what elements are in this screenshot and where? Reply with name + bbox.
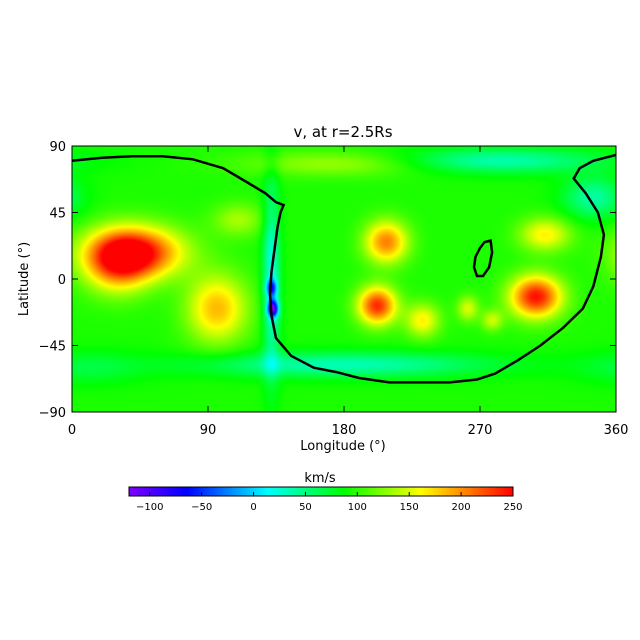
- y-tick-label: 90: [49, 140, 66, 155]
- colorbar-tick-label: 150: [400, 502, 419, 513]
- colorbar-tick-label: 100: [348, 502, 367, 513]
- map-panel: 0 90 180 270 360 90 45 0 −45 −90: [39, 140, 629, 438]
- colorbar-gradient: [129, 487, 513, 496]
- colorbar-tick-label: −100: [136, 502, 163, 513]
- y-tick-label: 0: [58, 273, 66, 288]
- y-tick-label: −90: [39, 406, 66, 421]
- x-tick-label: 180: [332, 423, 357, 438]
- colorbar-tick-label: 250: [503, 502, 522, 513]
- x-tick-label: 90: [200, 423, 217, 438]
- x-tick-label: 0: [68, 423, 76, 438]
- x-axis: 0 90 180 270 360: [68, 146, 629, 438]
- x-tick-label: 360: [604, 423, 629, 438]
- colorbar: km/s −100 −50 0 50 100 150 200 250: [128, 471, 523, 513]
- x-tick-label: 270: [468, 423, 493, 438]
- colorbar-label: km/s: [304, 471, 336, 486]
- colorbar-ticks: −100 −50 0 50 100 150 200 250: [136, 492, 523, 513]
- colorbar-tick-label: 50: [299, 502, 312, 513]
- colorbar-tick-label: −50: [191, 502, 212, 513]
- colorbar-tick-label: 0: [250, 502, 256, 513]
- y-tick-label: −45: [39, 340, 66, 355]
- neutral-line-group: [71, 153, 617, 384]
- chart-title: v, at r=2.5Rs: [293, 123, 392, 141]
- y-axis: 90 45 0 −45 −90: [39, 140, 616, 421]
- neutral-line-island: [472, 239, 494, 278]
- colorbar-tick-label: 200: [452, 502, 471, 513]
- velocity-heatmap: [72, 146, 616, 412]
- x-axis-label: Longitude (°): [300, 439, 385, 454]
- neutral-line: [71, 153, 617, 384]
- y-tick-label: 45: [49, 207, 66, 222]
- colorbar-frame: [128, 486, 514, 497]
- y-axis-label: Latitude (°): [17, 242, 32, 316]
